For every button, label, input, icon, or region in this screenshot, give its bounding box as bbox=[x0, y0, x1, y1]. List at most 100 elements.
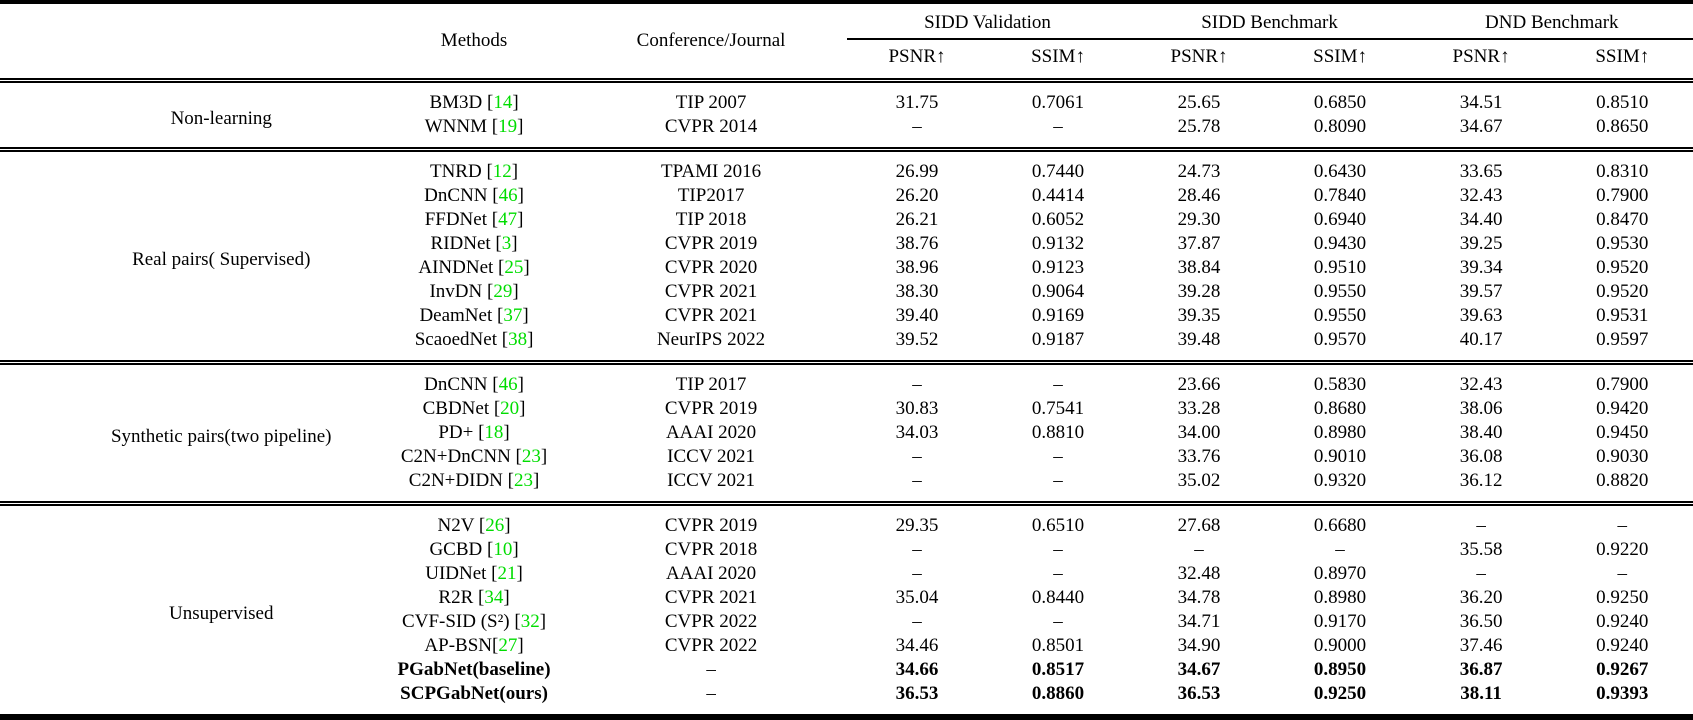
psnr-value: 39.35 bbox=[1177, 305, 1221, 326]
citation-number: 47 bbox=[498, 209, 518, 230]
ssim-value: 0.8517 bbox=[1031, 659, 1085, 680]
method-name: WNNM [19] bbox=[424, 116, 524, 137]
method-name: N2V [26] bbox=[437, 515, 511, 536]
metric-header-psnr: PSNR↑ bbox=[1170, 46, 1228, 67]
psnr-value: 36.87 bbox=[1459, 659, 1503, 680]
conference-journal: TIP2017 bbox=[677, 185, 745, 206]
psnr-value: 39.57 bbox=[1459, 281, 1503, 302]
psnr-value: 37.46 bbox=[1459, 635, 1503, 656]
citation-number: 25 bbox=[504, 257, 524, 278]
ssim-value: 0.7840 bbox=[1313, 185, 1367, 206]
psnr-value: 24.73 bbox=[1177, 161, 1221, 182]
method-name: DnCNN [46] bbox=[424, 185, 524, 206]
table-row: R2R [34] CVPR 2021 35.04 0.8440 34.78 0.8980 3… bbox=[0, 586, 1693, 610]
conference-journal: CVPR 2018 bbox=[664, 539, 758, 560]
header-row-groups: Methods Conference/Journal SIDD Validati… bbox=[0, 2, 1693, 51]
psnr-value: – bbox=[1476, 515, 1486, 536]
psnr-value: 39.63 bbox=[1459, 305, 1503, 326]
ssim-value: 0.8090 bbox=[1313, 116, 1367, 137]
ssim-value: 0.8440 bbox=[1031, 587, 1085, 608]
psnr-value: 36.08 bbox=[1459, 446, 1503, 467]
psnr-value: 34.00 bbox=[1177, 422, 1221, 443]
ssim-value: 0.9550 bbox=[1313, 305, 1367, 326]
psnr-value: 27.68 bbox=[1177, 515, 1221, 536]
psnr-value: 34.46 bbox=[895, 635, 939, 656]
conference-journal: – bbox=[706, 659, 716, 680]
ssim-value: 0.9520 bbox=[1596, 281, 1649, 302]
ssim-value: 0.7900 bbox=[1596, 374, 1649, 395]
conference-journal: AAAI 2020 bbox=[665, 422, 757, 443]
metric-header-psnr: PSNR↑ bbox=[1452, 46, 1510, 67]
method-name: DeamNet [37] bbox=[419, 305, 529, 326]
psnr-value: 35.58 bbox=[1459, 539, 1503, 560]
table-row: GCBD [10] CVPR 2018 – – – – 35.58 0.9220 bbox=[0, 538, 1693, 562]
ssim-value: 0.8650 bbox=[1596, 116, 1649, 137]
table-row: C2N+DnCNN [23] ICCV 2021 – – 33.76 0.9010 36.0… bbox=[0, 445, 1693, 469]
ssim-value: 0.9510 bbox=[1313, 257, 1367, 278]
ssim-value: – bbox=[1053, 446, 1063, 467]
ssim-value: 0.8980 bbox=[1313, 422, 1367, 443]
conference-journal: TIP 2018 bbox=[675, 209, 747, 230]
table-row: InvDN [29] CVPR 2021 38.30 0.9064 39.28 0.955… bbox=[0, 280, 1693, 304]
method-name: CVF-SID (S²) [32] bbox=[402, 611, 547, 632]
table-row: RIDNet [3] CVPR 2019 38.76 0.9132 37.87 0.943… bbox=[0, 232, 1693, 256]
citation-number: 46 bbox=[498, 185, 518, 206]
psnr-value: 38.76 bbox=[895, 233, 939, 254]
method-name: GCBD [10] bbox=[429, 539, 519, 560]
method-name: SCPGabNet(ours) bbox=[400, 683, 548, 704]
conference-journal: CVPR 2021 bbox=[664, 305, 758, 326]
psnr-value: 34.51 bbox=[1459, 92, 1503, 113]
psnr-value: 33.65 bbox=[1459, 161, 1503, 182]
method-name: UIDNet [21] bbox=[425, 563, 523, 584]
table-row: UIDNet [21] AAAI 2020 – – 32.48 0.8970 – – bbox=[0, 562, 1693, 586]
table-row: AINDNet [25] CVPR 2020 38.96 0.9123 38.84 0.9… bbox=[0, 256, 1693, 280]
ssim-value: 0.9450 bbox=[1596, 422, 1649, 443]
ssim-value: 0.9570 bbox=[1313, 329, 1367, 350]
ssim-value: 0.9420 bbox=[1596, 398, 1649, 419]
citation-number: 37 bbox=[503, 305, 523, 326]
citation-number: 19 bbox=[498, 116, 518, 137]
psnr-value: 38.84 bbox=[1177, 257, 1221, 278]
ssim-value: 0.9250 bbox=[1313, 683, 1367, 704]
psnr-value: 34.90 bbox=[1177, 635, 1221, 656]
ssim-value: 0.9169 bbox=[1031, 305, 1085, 326]
ssim-value: 0.4414 bbox=[1031, 185, 1085, 206]
ssim-value: 0.7900 bbox=[1596, 185, 1649, 206]
ssim-value: 0.8680 bbox=[1313, 398, 1367, 419]
conference-journal: CVPR 2014 bbox=[664, 116, 758, 137]
ssim-value: 0.6052 bbox=[1031, 209, 1085, 230]
ssim-value: 0.9597 bbox=[1596, 329, 1649, 350]
conference-journal: CVPR 2019 bbox=[664, 233, 758, 254]
psnr-value: – bbox=[912, 116, 922, 137]
psnr-value: 32.43 bbox=[1459, 374, 1503, 395]
section-non-learning: Non-learning BM3D [14] TIP 2007 31.75 0.7061… bbox=[0, 80, 1693, 150]
ssim-value: 0.9320 bbox=[1313, 470, 1367, 491]
conference-journal: CVPR 2019 bbox=[664, 398, 758, 419]
conference-journal: TPAMI 2016 bbox=[661, 161, 762, 182]
psnr-value: 37.87 bbox=[1177, 233, 1221, 254]
ssim-value: – bbox=[1053, 116, 1063, 137]
table-header: Methods Conference/Journal SIDD Validati… bbox=[0, 2, 1693, 81]
psnr-value: 39.52 bbox=[895, 329, 939, 350]
method-name: AP-BSN[27] bbox=[424, 635, 524, 656]
conference-journal: – bbox=[706, 683, 716, 704]
ssim-value: 0.9550 bbox=[1313, 281, 1367, 302]
ssim-value: 0.9240 bbox=[1596, 635, 1649, 656]
psnr-value: 25.65 bbox=[1177, 92, 1221, 113]
table-row: CVF-SID (S²) [32] CVPR 2022 – – 34.71 0.9170 3… bbox=[0, 610, 1693, 634]
section-unsupervised: Unsupervised N2V [26] CVPR 2019 29.35 0.6510… bbox=[0, 503, 1693, 718]
ssim-value: 0.6850 bbox=[1313, 92, 1367, 113]
ssim-value: 0.8970 bbox=[1313, 563, 1367, 584]
method-name: C2N+DIDN [23] bbox=[408, 470, 540, 491]
conference-journal: CVPR 2021 bbox=[664, 587, 758, 608]
psnr-value: 34.78 bbox=[1177, 587, 1221, 608]
conference-journal: TIP 2007 bbox=[675, 92, 747, 113]
psnr-value: – bbox=[912, 539, 922, 560]
group-header-dnd-benchmark: DND Benchmark bbox=[1410, 2, 1693, 40]
conference-column-header: Conference/Journal bbox=[636, 30, 786, 51]
psnr-value: – bbox=[1194, 539, 1204, 560]
conference-journal: ICCV 2021 bbox=[667, 470, 755, 491]
metric-header-psnr: PSNR↑ bbox=[888, 46, 946, 67]
method-name: CBDNet [20] bbox=[422, 398, 526, 419]
method-name: DnCNN [46] bbox=[424, 374, 524, 395]
